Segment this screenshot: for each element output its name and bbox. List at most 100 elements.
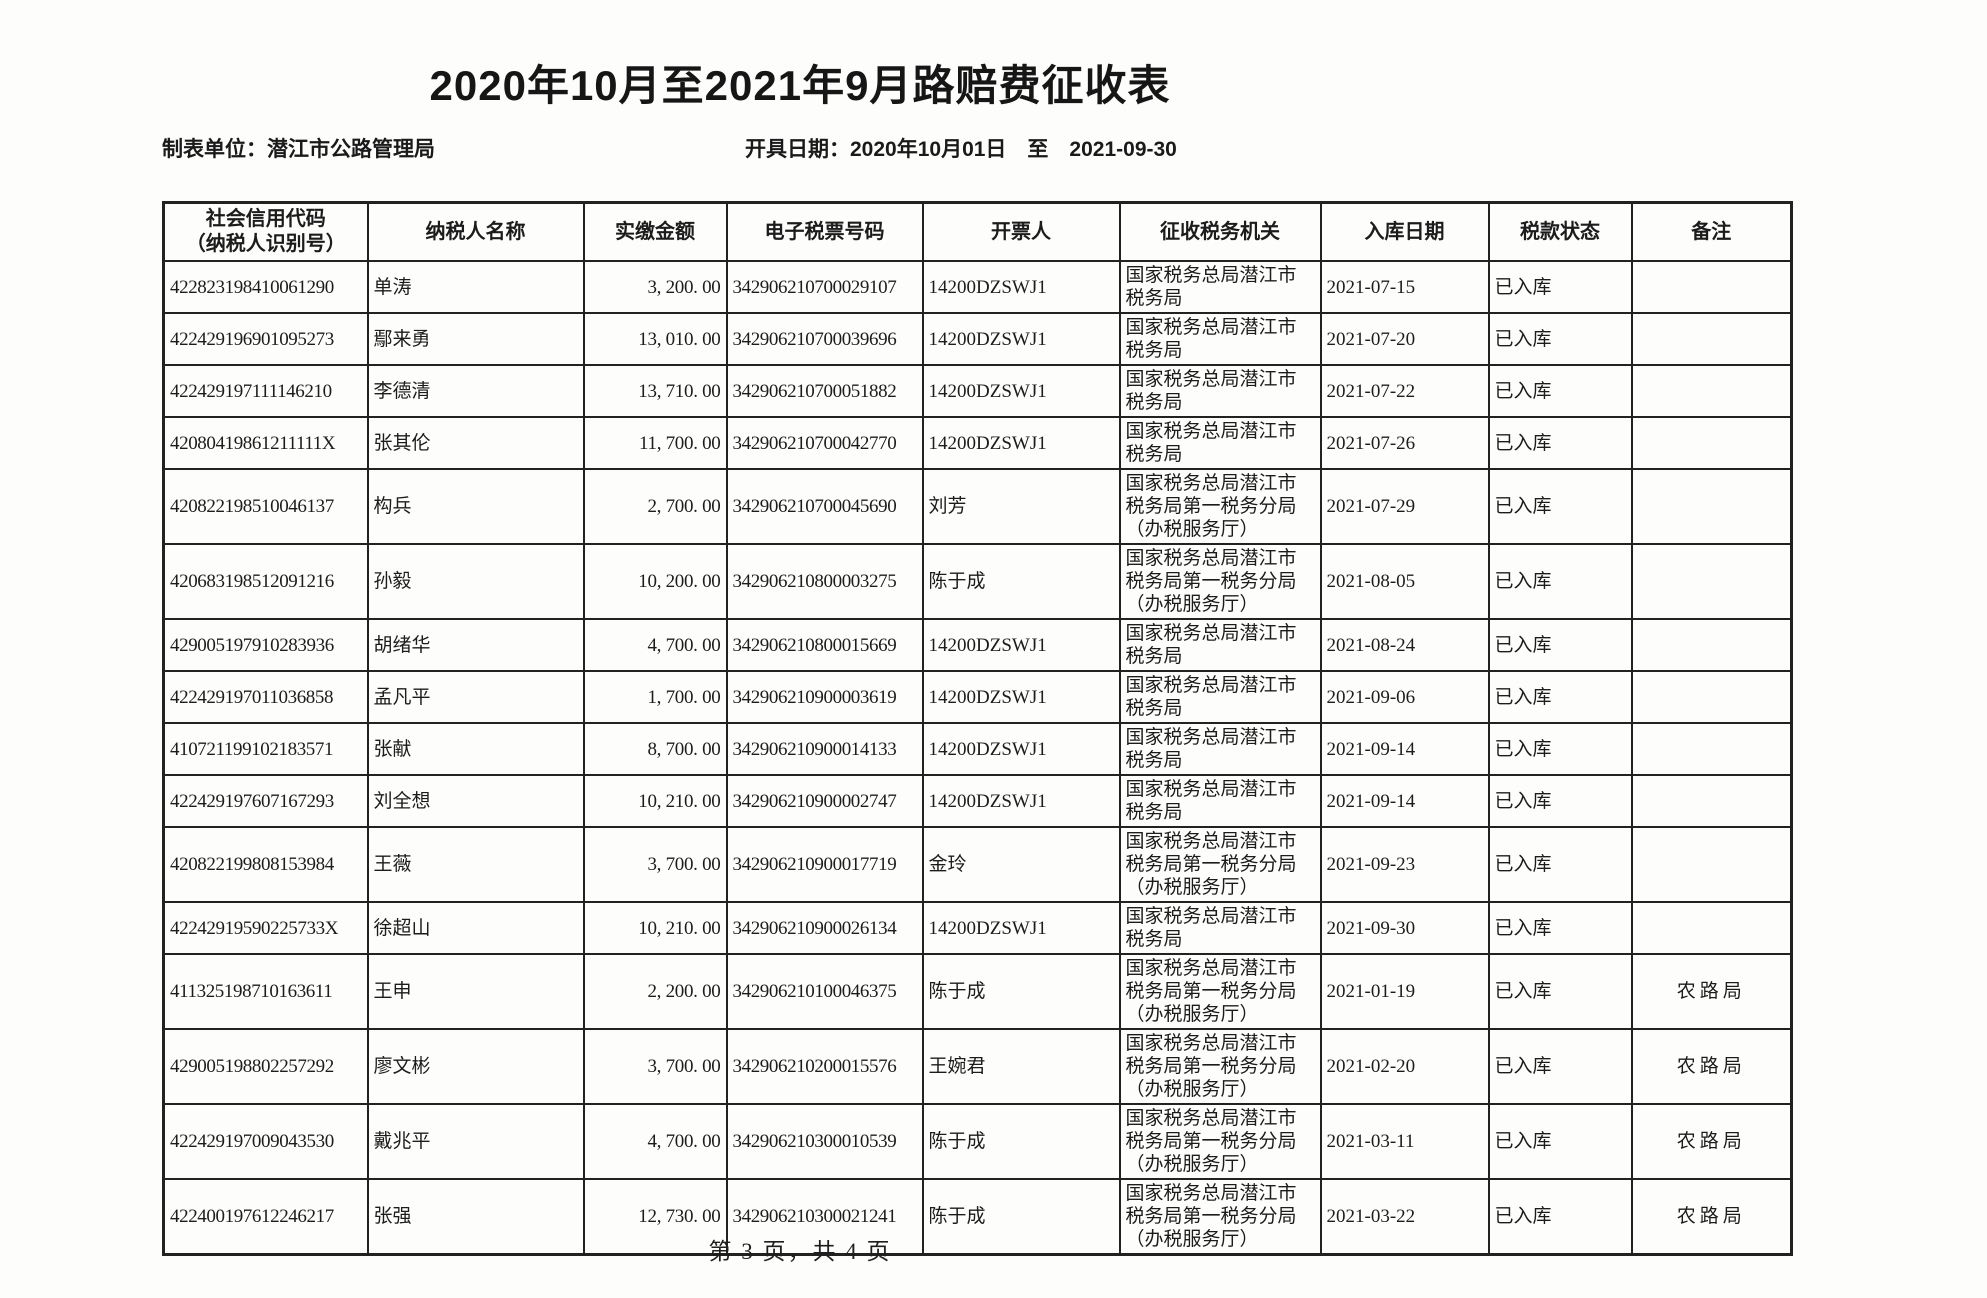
- cell-issuer: 14200DZSWJ1: [921, 670, 1121, 724]
- cell-tax-status: 已入库: [1487, 416, 1633, 470]
- cell-credit-code: 422429197009043530: [162, 1103, 369, 1180]
- cell-tax-authority: 国家税务总局潜江市税务局第一税务分局（办税服务厅）: [1118, 543, 1322, 620]
- cell-tax-authority: 国家税务总局潜江市税务局第一税务分局（办税服务厅）: [1118, 1028, 1322, 1105]
- cell-issuer: 陈于成: [921, 1103, 1121, 1180]
- cell-e-invoice-number: 342906210700045690: [725, 468, 924, 545]
- cell-remark: [1630, 722, 1793, 776]
- cell-storage-date: 2021-07-15: [1319, 260, 1490, 314]
- cell-taxpayer-name: 刘全想: [366, 774, 585, 828]
- cell-taxpayer-name: 戴兆平: [366, 1103, 585, 1180]
- cell-tax-authority: 国家税务总局潜江市税务局第一税务分局（办税服务厅）: [1118, 468, 1322, 545]
- cell-remark: 农路局: [1630, 953, 1793, 1030]
- table-row: 422429197011036858 孟凡平 1, 700. 00 342906210…: [162, 670, 1793, 724]
- cell-remark: [1630, 543, 1793, 620]
- cell-issuer: 陈于成: [921, 1178, 1121, 1256]
- cell-issuer: 王婉君: [921, 1028, 1121, 1105]
- cell-remark: 农路局: [1630, 1178, 1793, 1256]
- cell-issuer: 14200DZSWJ1: [921, 901, 1121, 955]
- cell-credit-code: 422400197612246217: [162, 1178, 369, 1256]
- cell-credit-code: 42080419861211111X: [162, 416, 369, 470]
- tax-collection-table: 社会信用代码 （纳税人识别号） 纳税人名称 实缴金额 电子税票号码 开票人 征收税务机关入…: [162, 201, 1793, 1256]
- cell-remark: [1630, 774, 1793, 828]
- cell-taxpayer-name: 张其伦: [366, 416, 585, 470]
- table-row: 42242919590225733X 徐超山 10, 210. 00 34290621…: [162, 901, 1793, 955]
- cell-paid-amount: 10, 210. 00: [582, 774, 728, 828]
- cell-tax-status: 已入库: [1487, 670, 1633, 724]
- cell-tax-status: 已入库: [1487, 1028, 1633, 1105]
- cell-remark: [1630, 901, 1793, 955]
- cell-e-invoice-number: 342906210900014133: [725, 722, 924, 776]
- cell-tax-authority: 国家税务总局潜江市税务局: [1118, 901, 1322, 955]
- cell-paid-amount: 3, 200. 00: [582, 260, 728, 314]
- table-row: 422823198410061290 单涛 3, 200. 00 3429062107…: [162, 260, 1793, 314]
- cell-paid-amount: 11, 700. 00: [582, 416, 728, 470]
- cell-tax-status: 已入库: [1487, 618, 1633, 672]
- cell-taxpayer-name: 张献: [366, 722, 585, 776]
- cell-e-invoice-number: 342906210700029107: [725, 260, 924, 314]
- cell-tax-status: 已入库: [1487, 953, 1633, 1030]
- cell-tax-authority: 国家税务总局潜江市税务局: [1118, 312, 1322, 366]
- cell-storage-date: 2021-07-29: [1319, 468, 1490, 545]
- col-header-tax-status: 税款状态: [1487, 201, 1633, 262]
- cell-taxpayer-name: 胡绪华: [366, 618, 585, 672]
- cell-issuer: 14200DZSWJ1: [921, 722, 1121, 776]
- cell-tax-status: 已入库: [1487, 1178, 1633, 1256]
- cell-tax-authority: 国家税务总局潜江市税务局: [1118, 364, 1322, 418]
- cell-paid-amount: 10, 210. 00: [582, 901, 728, 955]
- cell-storage-date: 2021-02-20: [1319, 1028, 1490, 1105]
- cell-tax-status: 已入库: [1487, 826, 1633, 903]
- cell-taxpayer-name: 王申: [366, 953, 585, 1030]
- col-header-remark: 备注: [1630, 201, 1793, 262]
- cell-issuer: 陈于成: [921, 543, 1121, 620]
- cell-issuer: 14200DZSWJ1: [921, 416, 1121, 470]
- cell-e-invoice-number: 342906210900026134: [725, 901, 924, 955]
- cell-tax-authority: 国家税务总局潜江市税务局: [1118, 670, 1322, 724]
- cell-storage-date: 2021-03-22: [1319, 1178, 1490, 1256]
- cell-taxpayer-name: 构兵: [366, 468, 585, 545]
- cell-remark: [1630, 416, 1793, 470]
- col-header-paid-amount: 实缴金额: [582, 201, 728, 262]
- cell-tax-status: 已入库: [1487, 1103, 1633, 1180]
- cell-credit-code: 420822199808153984: [162, 826, 369, 903]
- cell-tax-status: 已入库: [1487, 312, 1633, 366]
- cell-tax-status: 已入库: [1487, 468, 1633, 545]
- cell-credit-code: 420683198512091216: [162, 543, 369, 620]
- cell-credit-code: 422429197607167293: [162, 774, 369, 828]
- cell-credit-code: 422429197111146210: [162, 364, 369, 418]
- cell-credit-code: 429005197910283936: [162, 618, 369, 672]
- cell-taxpayer-name: 孙毅: [366, 543, 585, 620]
- page-number-footer: 第 3 页，共 4 页: [708, 1239, 892, 1264]
- cell-credit-code: 422429196901095273: [162, 312, 369, 366]
- cell-issuer: 14200DZSWJ1: [921, 618, 1121, 672]
- cell-tax-authority: 国家税务总局潜江市税务局第一税务分局（办税服务厅）: [1118, 826, 1322, 903]
- cell-issuer: 14200DZSWJ1: [921, 260, 1121, 314]
- cell-storage-date: 2021-03-11: [1319, 1103, 1490, 1180]
- table-row: 420822199808153984 王薇 3, 700. 00 3429062109…: [162, 826, 1793, 903]
- cell-paid-amount: 2, 200. 00: [582, 953, 728, 1030]
- cell-storage-date: 2021-09-14: [1319, 774, 1490, 828]
- cell-storage-date: 2021-09-14: [1319, 722, 1490, 776]
- cell-paid-amount: 2, 700. 00: [582, 468, 728, 545]
- cell-e-invoice-number: 342906210700051882: [725, 364, 924, 418]
- cell-credit-code: 429005198802257292: [162, 1028, 369, 1105]
- table-row: 429005198802257292 廖文彬 3, 700. 00 342906210…: [162, 1028, 1793, 1105]
- cell-paid-amount: 3, 700. 00: [582, 826, 728, 903]
- cell-credit-code: 42242919590225733X: [162, 901, 369, 955]
- page-title: 2020年10月至2021年9月路赔费征收表: [429, 62, 1171, 109]
- cell-taxpayer-name: 王薇: [366, 826, 585, 903]
- cell-remark: [1630, 826, 1793, 903]
- table-row: 422429197607167293 刘全想 10, 210. 00 34290621…: [162, 774, 1793, 828]
- cell-paid-amount: 12, 730. 00: [582, 1178, 728, 1256]
- cell-paid-amount: 13, 010. 00: [582, 312, 728, 366]
- cell-issuer: 金玲: [921, 826, 1121, 903]
- cell-tax-authority: 国家税务总局潜江市税务局第一税务分局（办税服务厅）: [1118, 1103, 1322, 1180]
- cell-e-invoice-number: 342906210200015576: [725, 1028, 924, 1105]
- cell-issuer: 14200DZSWJ1: [921, 774, 1121, 828]
- table-row: 422400197612246217 张强 12, 730. 00 342906210…: [162, 1178, 1793, 1256]
- table-row: 422429197009043530 戴兆平 4, 700. 00 342906210…: [162, 1103, 1793, 1180]
- cell-tax-status: 已入库: [1487, 722, 1633, 776]
- cell-e-invoice-number: 342906210900017719: [725, 826, 924, 903]
- issue-date-range: 开具日期：2020年10月01日 至 2021-09-30: [745, 138, 1177, 161]
- cell-tax-authority: 国家税务总局潜江市税务局第一税务分局（办税服务厅）: [1118, 1178, 1322, 1256]
